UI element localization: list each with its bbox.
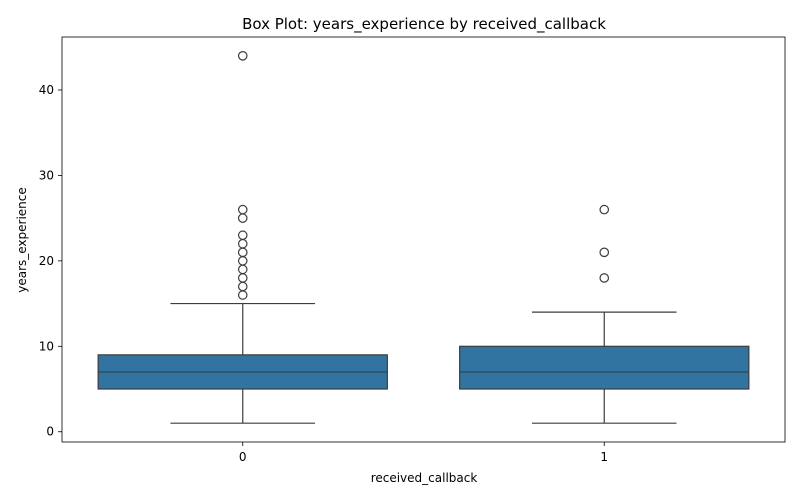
chart-title: Box Plot: years_experience by received_c… (242, 15, 606, 34)
y-axis-label: years_experience (15, 187, 29, 293)
iqr-box-1 (459, 345, 750, 390)
outlier-0-21 (237, 247, 248, 258)
x-axis-label: received_callback (371, 471, 478, 485)
x-tick-label-1: 1 (600, 450, 608, 464)
outlier-1-21 (599, 247, 610, 258)
outlier-0-19 (237, 264, 248, 275)
outlier-0-18 (237, 273, 248, 283)
plot-area-frame (61, 36, 786, 443)
outlier-0-22 (237, 238, 248, 249)
y-tick-label-30: 30 (39, 168, 54, 182)
box-0 (97, 50, 388, 424)
y-tick-label-0: 0 (46, 425, 54, 439)
outlier-0-16 (237, 290, 248, 300)
outlier-0-20 (237, 256, 248, 266)
outlier-1-26 (599, 204, 610, 215)
y-tick-label-10: 10 (39, 339, 54, 353)
y-tick-label-20: 20 (39, 254, 54, 268)
outlier-0-26 (237, 204, 248, 215)
outlier-0-17 (237, 281, 248, 292)
box-series (97, 50, 750, 424)
outlier-0-44 (237, 50, 248, 61)
outlier-1-18 (599, 273, 610, 283)
box-1 (459, 204, 750, 424)
y-axis: 0 10 20 30 40 (39, 83, 62, 439)
x-tick-label-0: 0 (239, 450, 247, 464)
outlier-0-25 (237, 213, 248, 223)
y-tick-label-40: 40 (39, 83, 54, 97)
outlier-0-23 (237, 230, 248, 241)
